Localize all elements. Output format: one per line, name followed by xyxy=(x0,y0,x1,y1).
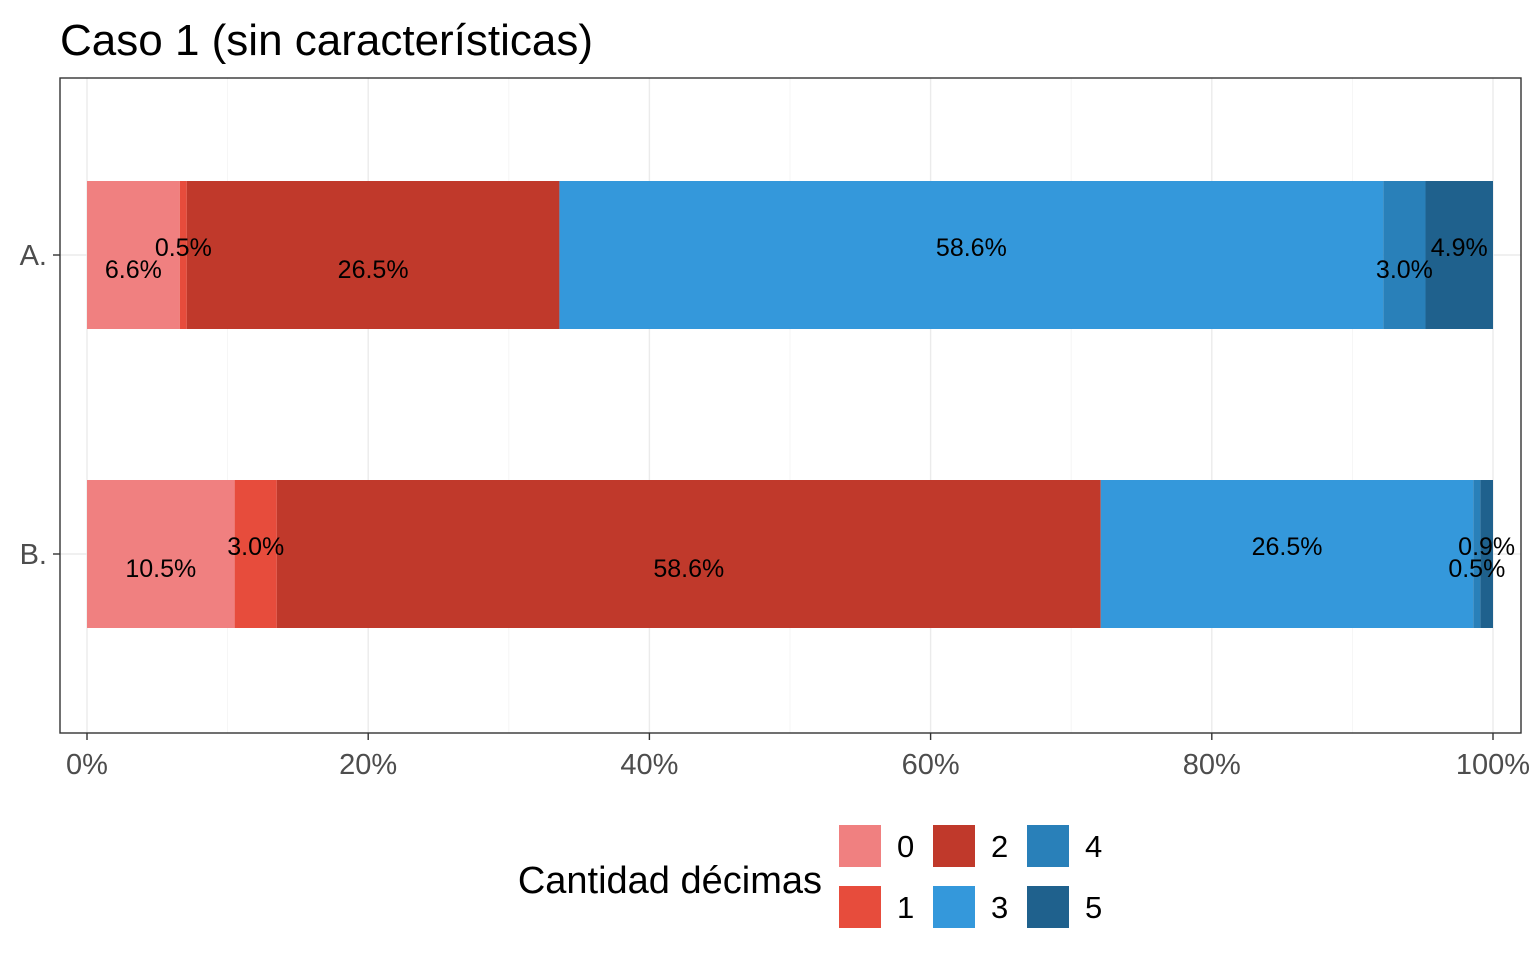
data-label: 0.5% xyxy=(1448,555,1505,583)
data-label: 58.6% xyxy=(936,234,1007,262)
data-label: 0.5% xyxy=(155,234,212,262)
legend-key xyxy=(839,886,881,928)
legend-label: 1 xyxy=(897,890,914,925)
x-tick-label: 0% xyxy=(66,749,108,781)
chart-title: Caso 1 (sin características) xyxy=(60,16,593,65)
data-label: 3.0% xyxy=(227,533,284,561)
legend-label: 4 xyxy=(1085,829,1102,864)
bar-segment xyxy=(559,181,1384,329)
bar-segment xyxy=(87,480,235,628)
legend-key xyxy=(933,825,975,867)
bars-layer xyxy=(87,181,1493,628)
legend-key xyxy=(933,886,975,928)
bar-segment xyxy=(1100,480,1474,628)
panel-border xyxy=(59,77,1522,734)
legend-title: Cantidad décimas xyxy=(518,860,822,902)
axis-layer: A. B. 0% 20% 40% 60% 80% 100% xyxy=(20,240,1530,781)
x-tick-label: 60% xyxy=(902,749,960,781)
legend-key xyxy=(1027,825,1069,867)
y-tick-label: B. xyxy=(20,539,47,571)
bar-segment xyxy=(1473,480,1481,628)
legend-label: 2 xyxy=(991,829,1008,864)
data-label: 6.6% xyxy=(105,256,162,284)
bar-segment xyxy=(1383,181,1426,329)
grid-layer xyxy=(60,78,1521,733)
x-tick-label: 100% xyxy=(1456,749,1530,781)
data-label: 0.9% xyxy=(1458,533,1515,561)
data-label: 10.5% xyxy=(125,555,196,583)
legend-key xyxy=(1027,886,1069,928)
data-labels-layer: 6.6%0.5%26.5%58.6%3.0%4.9%10.5%3.0%58.6%… xyxy=(105,234,1515,583)
bar-segment xyxy=(1425,181,1493,329)
data-label: 4.9% xyxy=(1431,234,1488,262)
x-tick-label: 20% xyxy=(339,749,397,781)
legend-label: 0 xyxy=(897,829,914,864)
bar-segment xyxy=(186,181,560,329)
x-tick-label: 80% xyxy=(1183,749,1241,781)
legend-label: 3 xyxy=(991,890,1008,925)
bar-segment xyxy=(87,181,180,329)
data-label: 3.0% xyxy=(1376,256,1433,284)
bar-segment xyxy=(179,181,187,329)
bar-segment xyxy=(276,480,1101,628)
legend: Cantidad décimas 0 1 2 3 4 5 xyxy=(518,825,1102,928)
data-label: 26.5% xyxy=(338,256,409,284)
x-tick-label: 40% xyxy=(620,749,678,781)
bar-segment xyxy=(234,480,277,628)
legend-label: 5 xyxy=(1085,890,1102,925)
data-label: 26.5% xyxy=(1252,533,1323,561)
data-label: 58.6% xyxy=(653,555,724,583)
y-tick-label: A. xyxy=(20,240,47,272)
bar-segment xyxy=(1480,480,1493,628)
legend-key xyxy=(839,825,881,867)
